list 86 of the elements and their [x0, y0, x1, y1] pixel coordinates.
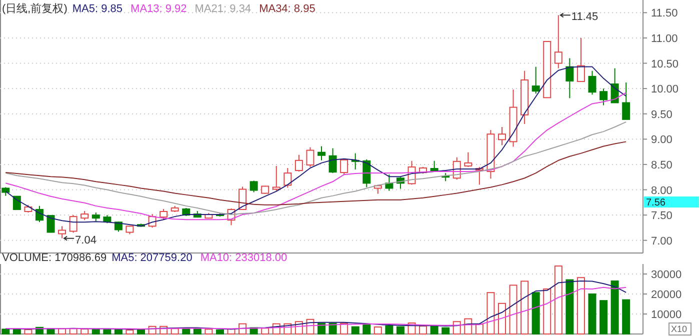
bar [193, 328, 202, 334]
text: 7.56 [646, 198, 666, 208]
candlestick [284, 167, 292, 188]
bar [543, 288, 552, 334]
bar [588, 294, 596, 334]
bar [509, 284, 518, 334]
candlestick [532, 66, 540, 94]
bar [238, 323, 247, 334]
text: X10 [671, 324, 688, 334]
bar [204, 328, 213, 334]
bar [430, 326, 438, 334]
candlestick [272, 165, 280, 192]
bar [419, 326, 428, 334]
candlestick [498, 126, 506, 146]
candlestick [69, 214, 78, 234]
candlestick [318, 146, 326, 161]
y-tick-label: 9.50 [651, 108, 672, 121]
bar [385, 326, 394, 334]
y-tick-label: 7.00 [651, 235, 672, 248]
candlestick [306, 146, 314, 168]
candlestick [588, 70, 596, 96]
candlestick [566, 58, 574, 99]
bar [24, 329, 32, 334]
y-tick-label: 9.00 [651, 134, 672, 146]
candlestick [294, 154, 303, 172]
candlestick [46, 214, 55, 233]
y-tick-label: 7.50 [651, 210, 672, 222]
y-tick-label: 11.50 [651, 8, 678, 20]
y-tick-label: 11.00 [651, 32, 678, 45]
y-tick-label: 30000 [651, 269, 682, 281]
bar [486, 292, 495, 334]
candlestick [600, 88, 608, 106]
bar [2, 328, 10, 334]
text: MA13: 9.92 [130, 3, 187, 15]
y-tick-label: 10000 [651, 309, 682, 321]
candlestick [464, 152, 472, 168]
chart-title: (日线,前复权) [2, 2, 68, 15]
bar [566, 279, 574, 334]
text: MA34: 8.95 [259, 3, 316, 15]
bar [600, 300, 608, 334]
bar [137, 329, 146, 334]
text: MA5: 9.85 [72, 3, 123, 15]
bar [374, 326, 382, 334]
bar [622, 299, 630, 334]
candlestick [554, 14, 562, 69]
bar [216, 330, 224, 334]
candlestick [238, 186, 247, 210]
bar [520, 280, 529, 334]
bar [532, 292, 540, 334]
annotation: 11.45 [571, 11, 598, 24]
bar [610, 280, 619, 334]
chart-title: VOLUME: 170986.69 [2, 252, 107, 264]
bar [126, 330, 134, 334]
annotation: 7.04 [75, 234, 96, 246]
bar [351, 326, 360, 334]
bar [318, 322, 326, 334]
bar [340, 322, 348, 334]
bar [103, 329, 112, 334]
bar [576, 277, 585, 334]
bar [261, 328, 270, 334]
bar [475, 324, 484, 334]
candlestick [80, 210, 89, 221]
text: MA10: 233018.00 [200, 252, 288, 264]
candlestick [340, 158, 348, 176]
text: MA5: 207759.20 [112, 252, 192, 264]
candlestick [160, 208, 168, 220]
bar [328, 322, 337, 334]
text: MA21: 9.34 [194, 3, 252, 15]
candlestick [250, 180, 258, 193]
bar [554, 266, 562, 334]
bar [362, 324, 371, 334]
y-tick-label: 10.50 [651, 58, 679, 70]
y-tick-label: 8.00 [651, 184, 672, 197]
y-tick-label: 8.50 [651, 159, 672, 172]
y-tick-label: 20000 [651, 289, 682, 301]
y-tick-label: 10.00 [651, 84, 679, 96]
candlestick [35, 205, 44, 223]
candlestick [58, 226, 66, 239]
candlestick [328, 148, 337, 174]
bar [80, 328, 89, 334]
candlestick [576, 37, 585, 82]
candlestick [622, 82, 630, 120]
bar [396, 326, 404, 334]
bar [442, 327, 450, 334]
bar [498, 302, 506, 334]
candlestick [362, 158, 371, 188]
